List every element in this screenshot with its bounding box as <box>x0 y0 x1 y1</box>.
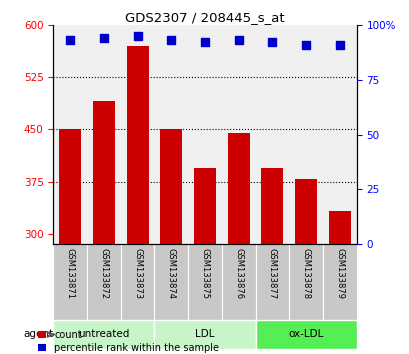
Point <box>302 42 309 47</box>
Text: GSM133878: GSM133878 <box>301 248 310 299</box>
Bar <box>188 244 221 322</box>
Point <box>67 37 73 43</box>
Bar <box>227 133 249 354</box>
Bar <box>93 102 115 354</box>
Point <box>168 37 174 43</box>
Point <box>336 42 342 47</box>
Point <box>268 40 275 45</box>
Text: LDL: LDL <box>195 329 214 339</box>
Bar <box>221 244 255 322</box>
Bar <box>255 320 356 349</box>
Point <box>100 35 107 41</box>
Text: untreated: untreated <box>78 329 129 339</box>
Point <box>201 40 208 45</box>
Title: GDS2307 / 208445_s_at: GDS2307 / 208445_s_at <box>125 11 284 24</box>
Text: GSM133875: GSM133875 <box>200 248 209 299</box>
Bar <box>261 167 283 354</box>
Bar <box>154 244 188 322</box>
Bar <box>154 320 255 349</box>
Point <box>134 33 141 39</box>
Text: agent: agent <box>23 329 54 339</box>
Legend: count, percentile rank within the sample: count, percentile rank within the sample <box>38 330 219 353</box>
Text: GSM133879: GSM133879 <box>335 248 344 299</box>
Text: GSM133874: GSM133874 <box>166 248 175 299</box>
Bar <box>59 129 81 354</box>
Bar <box>126 46 148 354</box>
Text: GSM133877: GSM133877 <box>267 248 276 299</box>
Bar <box>328 211 350 354</box>
Bar <box>289 244 322 322</box>
Bar <box>294 179 316 354</box>
Bar <box>193 167 216 354</box>
Text: GSM133876: GSM133876 <box>234 248 243 299</box>
Bar <box>160 129 182 354</box>
Text: GSM133871: GSM133871 <box>65 248 74 299</box>
Point <box>235 37 241 43</box>
Bar <box>120 244 154 322</box>
Bar <box>255 244 289 322</box>
Bar <box>87 244 120 322</box>
Bar <box>53 320 154 349</box>
Text: GSM133872: GSM133872 <box>99 248 108 299</box>
Text: GSM133873: GSM133873 <box>133 248 142 299</box>
Bar <box>322 244 356 322</box>
Bar <box>53 244 87 322</box>
Text: ox-LDL: ox-LDL <box>288 329 323 339</box>
